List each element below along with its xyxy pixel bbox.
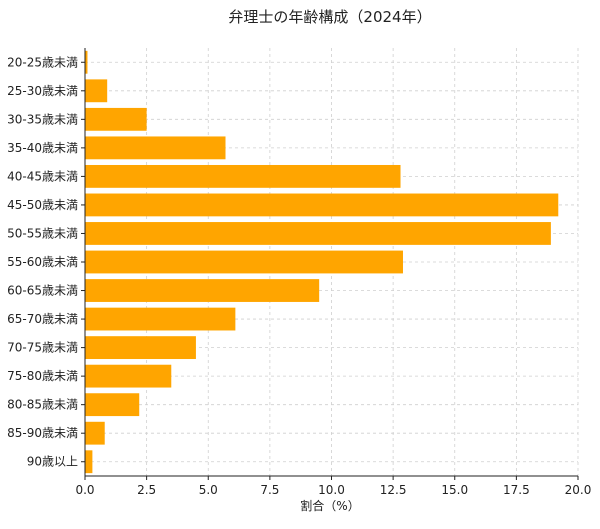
y-tick-label: 35-40歳未満 [7,141,78,155]
chart-title: 弁理士の年齢構成（2024年） [228,8,431,26]
y-tick-label: 65-70歳未満 [7,312,78,326]
grid [84,48,579,476]
y-tick-label: 80-85歳未満 [7,398,78,412]
bar [85,107,147,131]
y-tick-label: 85-90歳未満 [7,426,78,440]
y-tick-label: 90歳以上 [27,455,78,469]
y-tick-label: 60-65歳未満 [7,284,78,298]
y-tick-label: 40-45歳未満 [7,169,78,183]
tick-labels: 0.0 2.5 5.0 7.5 10.0 12.5 15.0 17.5 20.0 20-25歳未満… [7,55,591,497]
x-tick-label: 5.0 [199,483,218,497]
bar [85,393,140,417]
y-tick-label: 55-60歳未満 [7,255,78,269]
bar [85,364,172,388]
bar [85,279,320,302]
y-tick-label: 30-35歳未満 [7,112,78,126]
x-tick-label: 20.0 [565,483,592,497]
bar [85,307,236,331]
bar [85,336,196,360]
bars [85,50,559,474]
bar [85,222,551,245]
bar [85,250,403,274]
x-tick-label: 17.5 [503,483,530,497]
x-tick-label: 15.0 [441,483,468,497]
x-tick-label: 12.5 [380,483,407,497]
y-tick-label: 25-30歳未満 [7,84,78,98]
y-tick-label: 70-75歳未満 [7,341,78,355]
y-tick-label: 20-25歳未満 [7,55,78,69]
bar [85,421,105,445]
bar [85,450,93,474]
x-tick-label: 10.0 [318,483,345,497]
x-tick-label: 0.0 [75,483,94,497]
bar [85,164,401,188]
x-tick-label: 2.5 [137,483,156,497]
bar [85,136,226,160]
bar [85,193,559,217]
axes [81,48,579,480]
x-axis-title: 割合（%） [300,498,359,513]
y-tick-label: 50-55歳未満 [7,226,78,240]
bar [85,50,88,74]
x-tick-label: 7.5 [260,483,279,497]
y-tick-label: 45-50歳未満 [7,198,78,212]
bar [85,79,108,103]
y-tick-label: 75-80歳未満 [7,369,78,383]
